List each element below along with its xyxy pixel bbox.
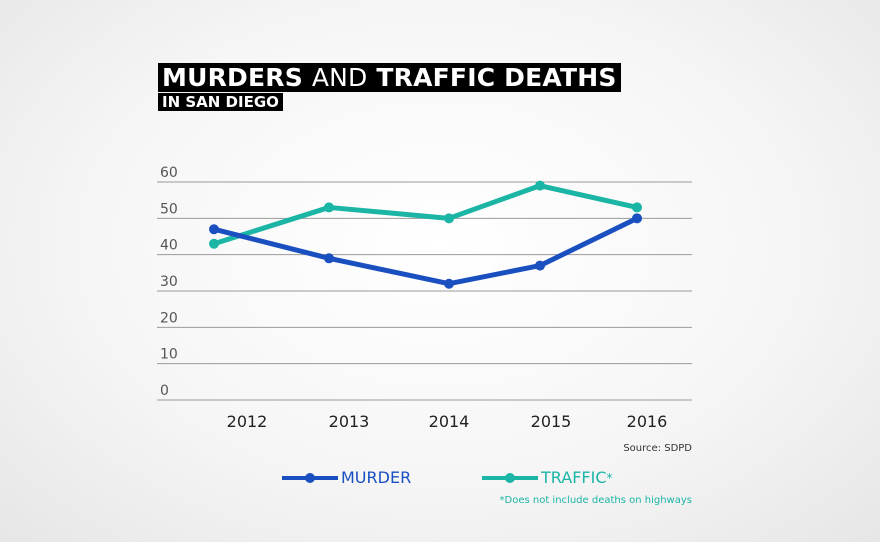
x-tick-label: 2016 xyxy=(627,412,668,431)
series-line-murder xyxy=(213,216,639,287)
data-point-murder xyxy=(324,253,334,264)
chart-subtitle: IN SAN DIEGO xyxy=(158,93,283,111)
footnote: *Does not include deaths on highways xyxy=(499,495,692,506)
y-tick-label: 40 xyxy=(160,238,178,254)
y-tick-label: 50 xyxy=(160,201,178,217)
x-tick-label: 2013 xyxy=(329,412,370,431)
legend-murder: MURDER xyxy=(282,468,411,487)
x-tick-label: 2014 xyxy=(429,412,470,431)
y-tick-label: 0 xyxy=(160,383,169,399)
title-traffic-deaths: TRAFFIC DEATHS xyxy=(376,63,617,92)
y-tick-label: 10 xyxy=(160,347,178,363)
data-point-murder xyxy=(632,213,642,224)
data-point-traffic xyxy=(444,213,454,224)
data-point-murder xyxy=(209,224,219,235)
title-and: AND xyxy=(311,63,368,92)
legend-murder-swatch xyxy=(282,472,338,483)
legend-traffic-swatch xyxy=(482,472,538,483)
legend-murder-label: MURDER xyxy=(341,468,412,487)
data-point-murder xyxy=(444,278,454,289)
chart-title: MURDERS AND TRAFFIC DEATHS xyxy=(158,63,621,92)
source-note: Source: SDPD xyxy=(623,443,692,454)
title-murders: MURDERS xyxy=(162,63,303,92)
legend-traffic-asterisk: * xyxy=(606,470,613,485)
data-point-murder xyxy=(535,260,545,271)
y-tick-label: 60 xyxy=(160,165,178,181)
legend-traffic: TRAFFIC * xyxy=(482,468,612,487)
data-point-traffic xyxy=(209,238,219,249)
legend-traffic-label: TRAFFIC xyxy=(541,468,607,487)
data-point-traffic xyxy=(535,180,545,191)
x-tick-label: 2015 xyxy=(531,412,572,431)
x-tick-label: 2012 xyxy=(227,412,268,431)
data-point-traffic xyxy=(324,202,334,213)
series-line-traffic xyxy=(213,183,638,247)
y-tick-label: 30 xyxy=(160,274,178,290)
y-tick-label: 20 xyxy=(160,310,178,326)
data-point-traffic xyxy=(632,202,642,213)
